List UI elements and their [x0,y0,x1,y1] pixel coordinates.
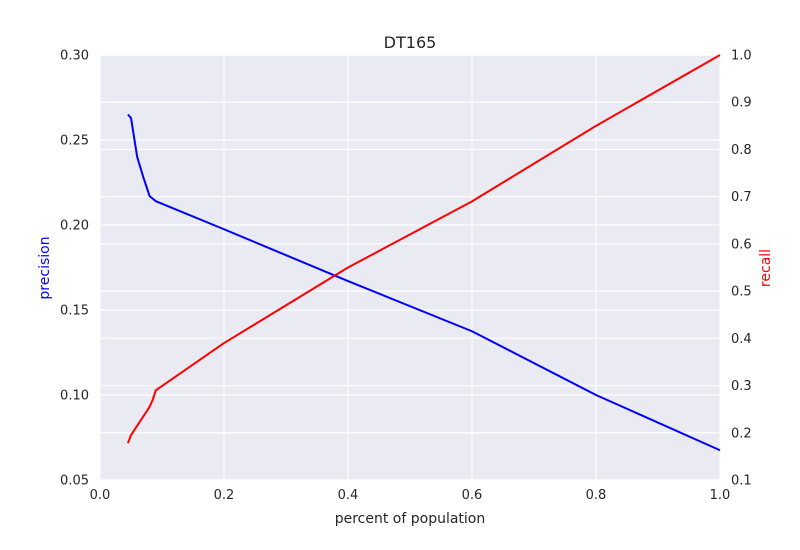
recall-line [126,54,721,444]
y-right-tick-label: 0.7 [731,190,752,205]
x-tick-label: 1.0 [710,488,731,503]
grid [99,54,721,481]
precision-line [127,113,721,452]
y-left-tick-label: 0.10 [60,389,89,404]
y-right-tick-label: 0.8 [731,143,752,158]
y-right-tick-label: 0.2 [731,426,752,441]
y-right-tick-label: 0.1 [731,474,752,489]
y-right-tick-label: 0.5 [731,285,752,300]
y-right-tick-label: 0.9 [731,96,752,111]
x-tick-label: 0.2 [214,488,235,503]
y-right-tick-label: 0.4 [731,332,752,347]
y-left-tick-label: 0.05 [60,474,89,489]
y-left-tick-label: 0.25 [60,134,89,149]
y-left-tick-label: 0.30 [60,49,89,64]
ticks-layer: 0.0 0.2 0.4 0.6 0.8 1.0 0.05 0.10 0.15 0.20 0.25 0.… [60,49,752,504]
y-right-tick-label: 0.6 [731,237,752,252]
series-layer [126,54,721,452]
y-axis-label-recall: recall [758,249,774,287]
y-right-tick-label: 0.3 [731,379,752,394]
y-axis-label-precision: precision [37,236,53,299]
x-tick-label: 0.8 [586,488,607,503]
x-tick-label: 0.0 [90,488,111,503]
x-tick-label: 0.6 [462,488,483,503]
y-right-tick-label: 1.0 [731,49,752,64]
chart-title: DT165 [384,33,437,52]
x-axis-label: percent of population [335,511,486,527]
y-left-tick-label: 0.15 [60,304,89,319]
x-tick-label: 0.4 [338,488,359,503]
plot-area [100,55,720,480]
y-left-tick-label: 0.20 [60,219,89,234]
